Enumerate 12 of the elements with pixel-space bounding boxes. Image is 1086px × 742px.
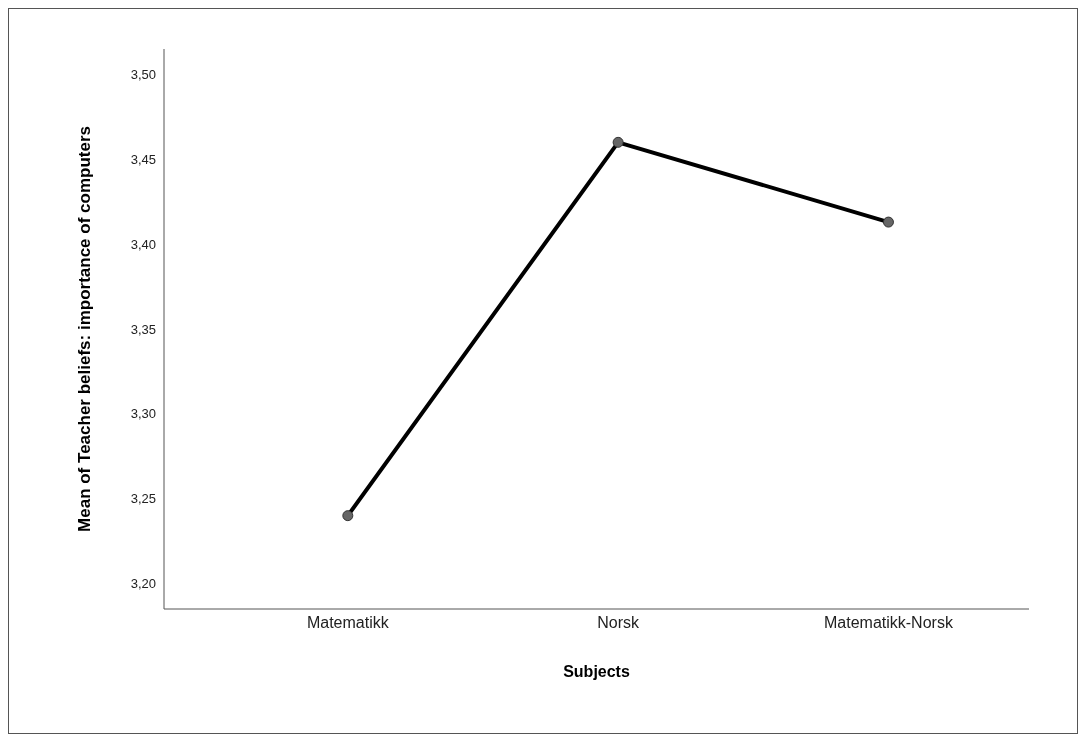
y-tick-label: 3,45 (130, 151, 156, 167)
x-axis-title: Subjects (563, 663, 630, 680)
y-tick-label: 3,35 (130, 321, 156, 337)
y-tick-label: 3,40 (130, 236, 156, 252)
y-tick-label: 3,25 (130, 491, 156, 507)
y-tick-label: 3,50 (130, 67, 156, 83)
x-tick-label: Norsk (597, 614, 641, 632)
x-tick-label: Matematikk-Norsk (823, 614, 954, 632)
y-tick-label: 3,20 (130, 576, 156, 592)
y-tick-label: 3,30 (130, 406, 156, 422)
x-tick-label: Matematikk (306, 614, 390, 632)
y-axis-title: Mean of Teacher beliefs: importance of computers (75, 126, 95, 532)
